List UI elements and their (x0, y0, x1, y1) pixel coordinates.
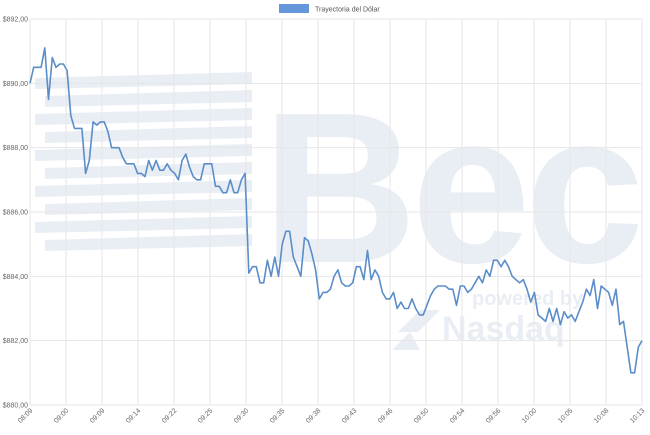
y-tick-label: $886,00 (3, 210, 28, 217)
watermark-stripe (45, 126, 252, 143)
x-tick-label: 08:09 (17, 407, 34, 424)
watermark-tagline-powered: powered by (472, 288, 584, 310)
watermark-stripe (35, 108, 252, 125)
watermark-stripe (35, 72, 252, 89)
x-tick-label: 09:38 (305, 407, 322, 424)
x-tick-label: 09:22 (161, 407, 178, 424)
watermark-stripe (45, 198, 252, 215)
x-tick-label: 09:35 (269, 407, 286, 424)
chart-legend[interactable]: Trayectoria del Dólar (279, 4, 380, 14)
watermark-brand-text: Bec (262, 67, 639, 308)
x-axis: 08:09 09:00 09:09 09:14 09:22 09:25 09:30 09:35… (17, 407, 646, 424)
watermark-stripe (45, 234, 252, 251)
watermark-stripe (45, 162, 252, 179)
x-tick-label: 09:30 (233, 407, 250, 424)
x-tick-label: 09:00 (53, 407, 70, 424)
watermark-stripes (35, 72, 252, 251)
bec-watermark: Bec powered by Nasdaq (35, 67, 645, 350)
y-axis: $880,00 $882,00 $884,00 $886,00 $888,00 $890,… (3, 17, 28, 410)
x-tick-label: 09:46 (377, 407, 394, 424)
x-tick-label: 10:05 (557, 407, 574, 424)
x-tick-label: 09:54 (449, 407, 466, 424)
y-tick-label: $892,00 (3, 17, 28, 24)
y-tick-label: $890,00 (3, 81, 28, 88)
x-tick-label: 09:14 (125, 407, 142, 424)
x-tick-label: 10:13 (629, 407, 646, 424)
nasdaq-logo-icon (392, 310, 440, 350)
x-tick-label: 09:56 (485, 407, 502, 424)
watermark-stripe (35, 216, 252, 233)
series-line-dollar (29, 47, 643, 374)
x-tick-label: 09:25 (197, 407, 214, 424)
watermark-stripe (35, 144, 252, 161)
legend-label: Trayectoria del Dólar (315, 7, 380, 14)
x-tick-label: 09:09 (89, 407, 106, 424)
watermark-stripe (45, 90, 252, 107)
x-tick-label: 10:08 (593, 407, 610, 424)
y-tick-label: $880,00 (3, 403, 28, 410)
watermark-stripe (35, 180, 252, 197)
legend-swatch (279, 4, 309, 13)
y-tick-label: $882,00 (3, 338, 28, 345)
chart-gridlines (29, 18, 643, 406)
x-tick-label: 10:00 (521, 407, 538, 424)
y-tick-label: $884,00 (3, 274, 28, 281)
x-tick-label: 09:43 (341, 407, 358, 424)
y-tick-label: $888,00 (3, 145, 28, 152)
x-tick-label: 09:50 (413, 407, 430, 424)
